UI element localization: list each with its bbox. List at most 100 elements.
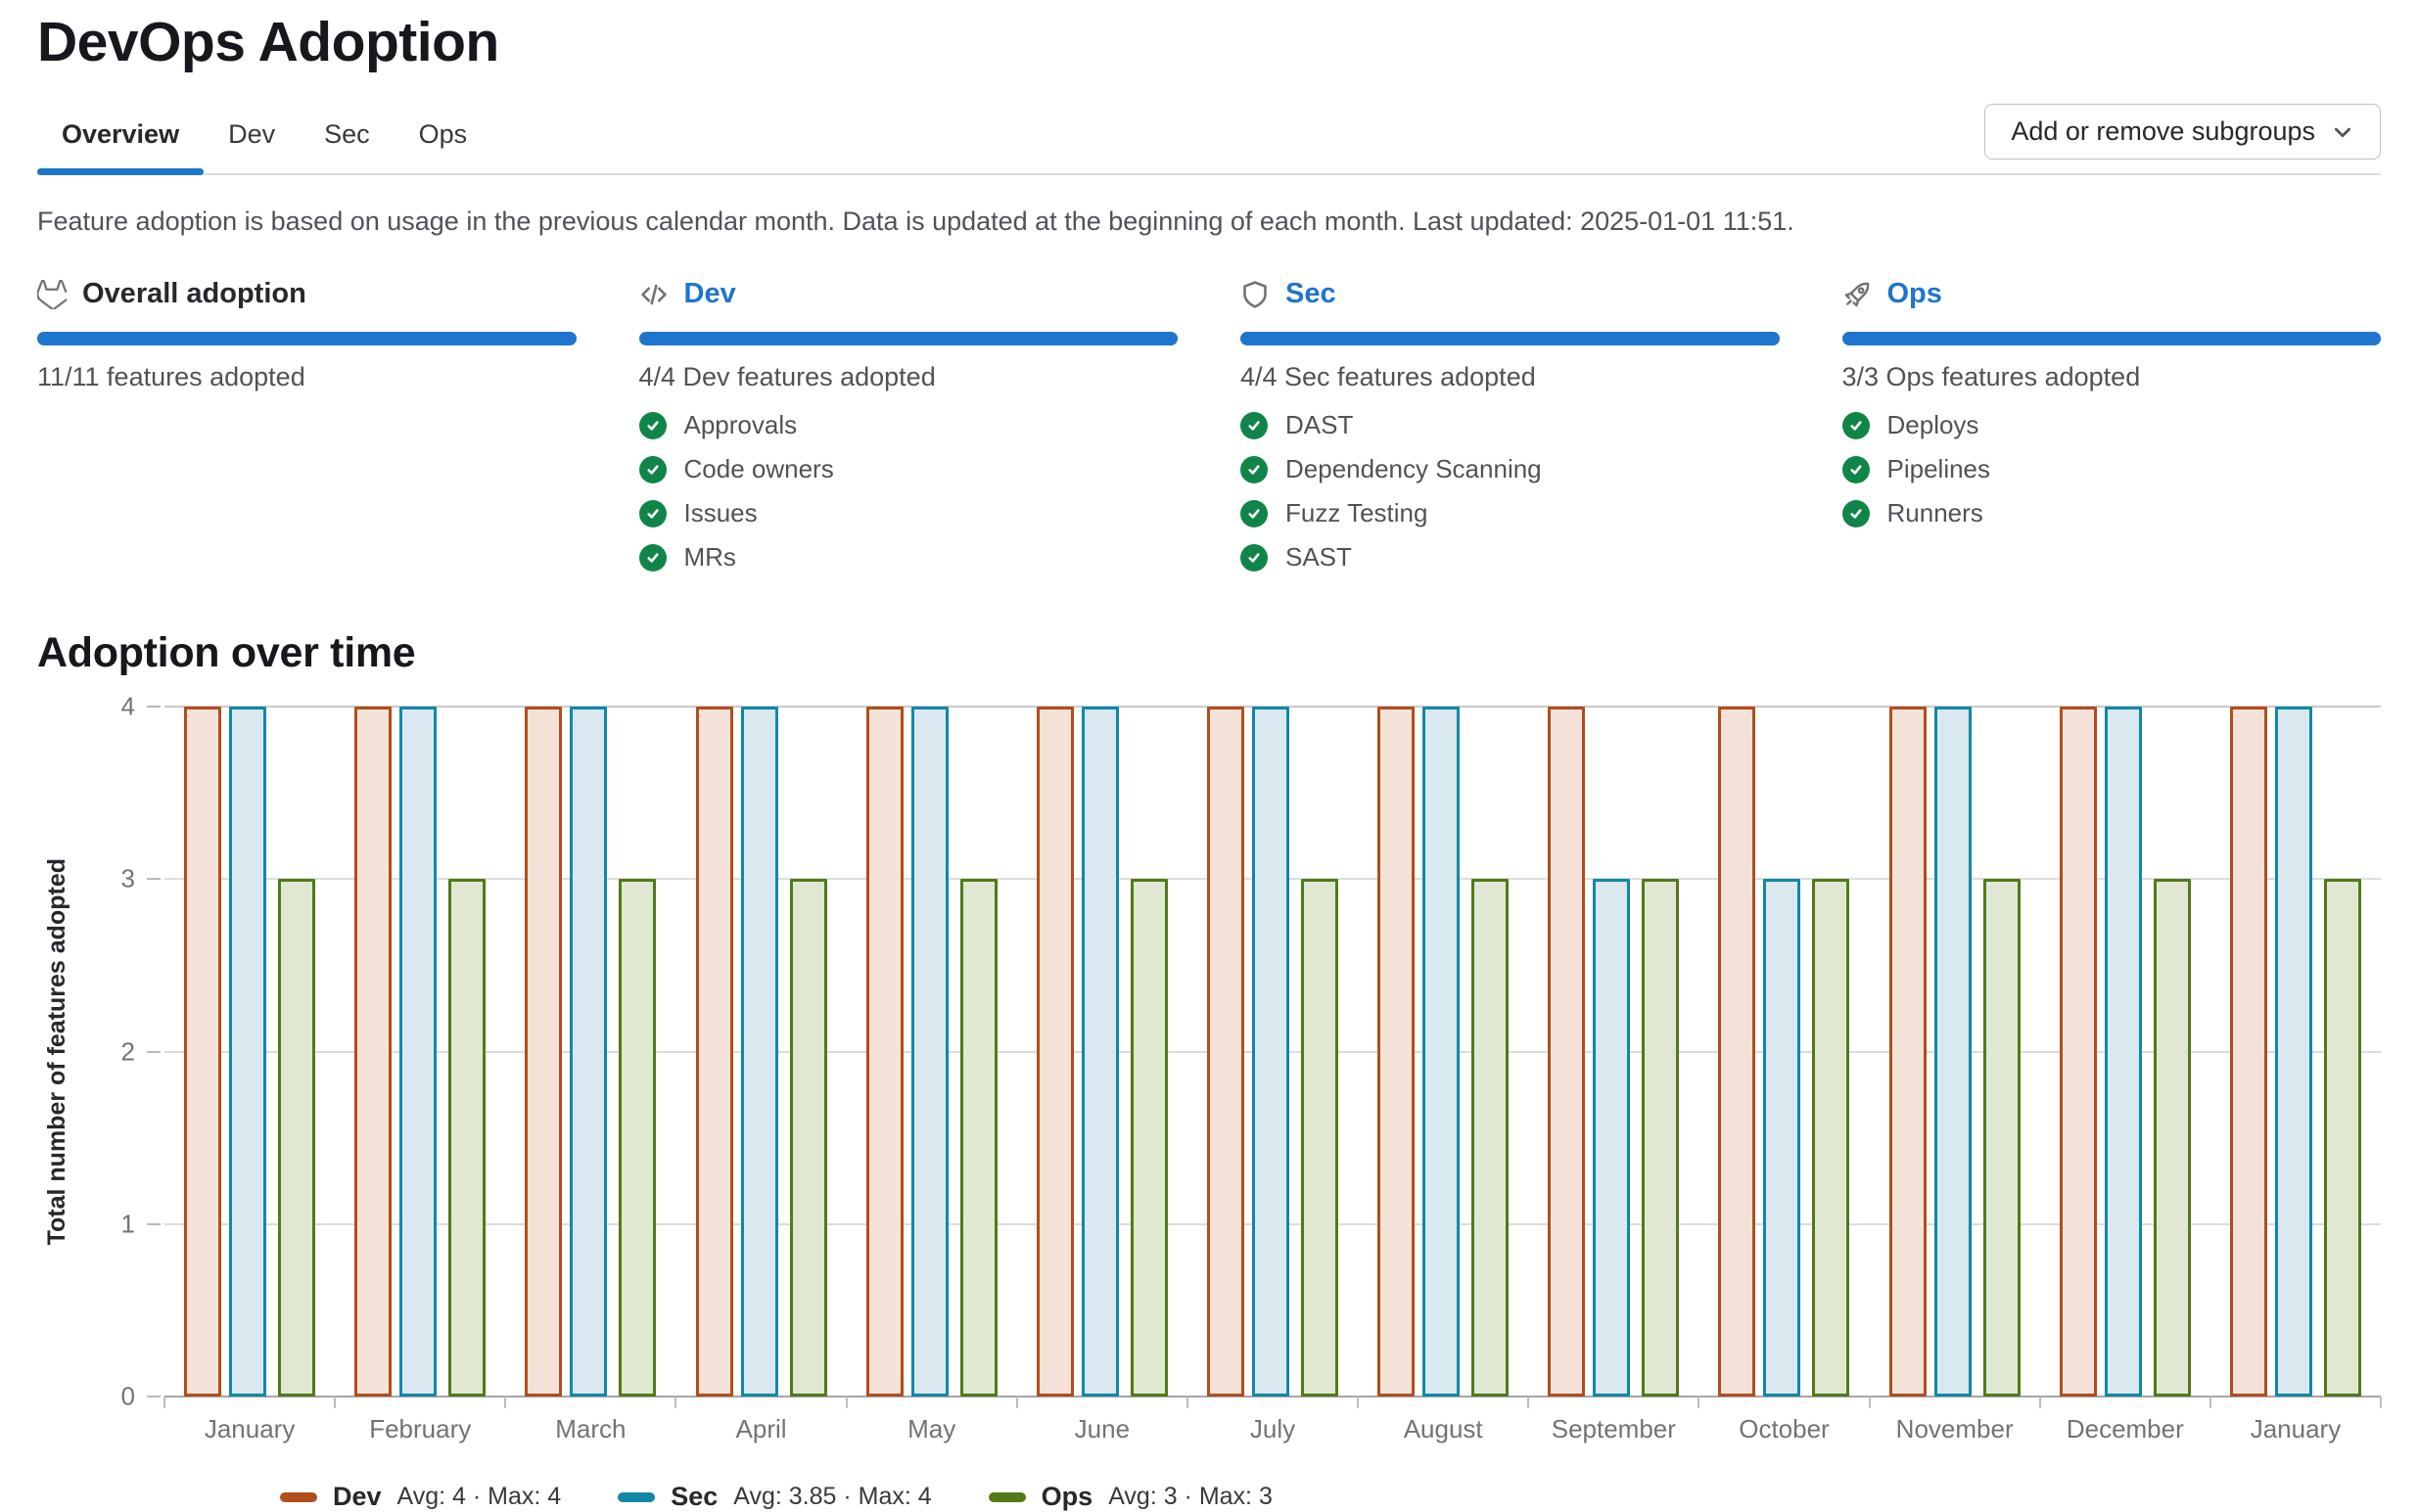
bar-sec [2104, 707, 2142, 1397]
progress-bar [638, 332, 1178, 345]
progress-bar [1240, 332, 1780, 345]
rocket-icon [1842, 280, 1872, 309]
feature-label: DAST [1285, 410, 1354, 439]
legend-item-sec[interactable]: Sec Avg: 3.85 · Max: 4 [618, 1482, 932, 1512]
bar-dev [1036, 707, 1074, 1397]
feature-label: Approvals [683, 410, 798, 439]
add-or-remove-subgroups-button[interactable]: Add or remove subgroups [1984, 104, 2381, 160]
x-axis-tick [2038, 1397, 2041, 1408]
bar-ops [619, 879, 657, 1397]
adoption-card-overall-adoption: Overall adoption 11/11 features adopted [37, 278, 577, 573]
feature-list: DAST Dependency Scanning Fuzz Testing SAST [1240, 410, 1780, 573]
check-circle-icon [1841, 411, 1870, 439]
legend-item-ops[interactable]: Ops Avg: 3 · Max: 3 [988, 1482, 1273, 1512]
feature-list: Deploys Pipelines Runners [1841, 410, 2382, 528]
card-title-sec[interactable]: Sec [1285, 278, 1336, 309]
y-tick-label: 3 [120, 863, 135, 893]
x-axis-tick [163, 1397, 165, 1408]
add-or-remove-subgroups-label: Add or remove subgroups [2011, 116, 2315, 146]
bar-sec [1763, 879, 1801, 1397]
tab-dev[interactable]: Dev [228, 119, 276, 149]
bar-ops [789, 879, 827, 1397]
bar-sec [1422, 707, 1461, 1397]
bar-sec [1933, 707, 1972, 1397]
adoption-card-ops: Ops 3/3 Ops features adopted Deploys Pipeli… [1841, 278, 2382, 573]
progress-bar [1841, 332, 2381, 345]
x-tick-label-january-0: January [204, 1414, 296, 1443]
bar-sec [740, 707, 778, 1397]
x-tick-label-january-12: January [2250, 1414, 2342, 1443]
bar-sec [910, 707, 949, 1397]
y-axis-tick [147, 1050, 161, 1053]
y-tick-label: 1 [120, 1209, 135, 1239]
legend-swatch-sec [618, 1491, 656, 1502]
bar-ops [1301, 879, 1339, 1397]
legend-series-stats: Avg: 3.85 · Max: 4 [733, 1483, 932, 1510]
feature-item: Fuzz Testing [1240, 498, 1780, 528]
y-axis-tick [147, 1222, 161, 1225]
bar-ops [1812, 879, 1850, 1397]
tab-sec[interactable]: Sec [324, 119, 370, 149]
feature-item: MRs [638, 542, 1179, 573]
feature-item: Code owners [638, 454, 1179, 484]
bar-group-december-11 [2040, 707, 2210, 1397]
x-tick-label-july-6: July [1249, 1414, 1296, 1443]
y-tick-label: 4 [120, 691, 135, 721]
x-tick-label-november-10: November [1895, 1414, 2014, 1443]
feature-item: Pipelines [1841, 454, 2382, 484]
feature-item: Runners [1841, 498, 2382, 528]
feature-label: MRs [683, 542, 736, 572]
bar-ops [1642, 879, 1680, 1397]
bar-sec [1252, 707, 1290, 1397]
feature-item: SAST [1240, 542, 1780, 573]
bar-group-september-8 [1528, 707, 1698, 1397]
x-axis-tick [2380, 1397, 2382, 1408]
x-tick-label-february-1: February [369, 1414, 472, 1443]
tab-ops[interactable]: Ops [418, 119, 468, 149]
card-title-ops[interactable]: Ops [1886, 278, 1942, 309]
feature-label: Deploys [1886, 410, 1979, 439]
tanuki-icon [37, 279, 67, 309]
card-header: Overall adoption [37, 278, 577, 310]
shield-icon [1240, 280, 1270, 309]
bar-sec [229, 707, 267, 1397]
legend-item-dev[interactable]: Dev Avg: 4 · Max: 4 [280, 1482, 561, 1512]
x-axis-tick [674, 1397, 677, 1408]
check-circle-icon [638, 455, 667, 483]
feature-label: Code owners [683, 454, 834, 483]
adoption-cards: Overall adoption 11/11 features adopted De… [37, 278, 2381, 573]
y-axis-tick [147, 878, 161, 881]
tab-overview[interactable]: Overview [37, 104, 205, 175]
check-circle-icon [1240, 499, 1268, 527]
card-title-dev[interactable]: Dev [683, 278, 736, 309]
legend-swatch-ops [988, 1491, 1026, 1502]
legend-series-stats: Avg: 3 · Max: 3 [1108, 1483, 1273, 1510]
bar-ops [278, 879, 316, 1397]
feature-label: Dependency Scanning [1285, 454, 1542, 483]
check-circle-icon [638, 411, 667, 439]
check-circle-icon [1841, 455, 1870, 483]
feature-item: DAST [1240, 410, 1780, 440]
bar-group-january-12 [2210, 707, 2381, 1397]
features-adopted-summary: 3/3 Ops features adopted [1841, 362, 2141, 391]
bar-dev [1718, 707, 1756, 1397]
legend-series-name: Dev [333, 1482, 382, 1511]
x-tick-label-october-9: October [1739, 1414, 1830, 1443]
bar-dev [865, 707, 904, 1397]
x-axis-tick [1186, 1397, 1188, 1408]
check-circle-icon [1240, 543, 1268, 572]
feature-label: SAST [1285, 542, 1352, 572]
x-tick-label-may-4: May [907, 1414, 956, 1443]
features-adopted-summary: 4/4 Dev features adopted [638, 362, 936, 391]
card-header: Ops [1842, 278, 2382, 310]
last-updated-info: Feature adoption is based on usage in th… [37, 206, 1794, 236]
features-adopted-summary: 4/4 Sec features adopted [1240, 362, 1536, 391]
feature-item: Issues [638, 498, 1179, 528]
x-tick-label-december-11: December [2066, 1414, 2184, 1443]
card-header: Sec [1240, 278, 1780, 310]
x-tick-label-september-8: September [1551, 1414, 1676, 1443]
legend-series-name: Ops [1041, 1482, 1093, 1511]
feature-item: Deploys [1841, 410, 2382, 440]
bar-group-january-0 [164, 707, 335, 1397]
